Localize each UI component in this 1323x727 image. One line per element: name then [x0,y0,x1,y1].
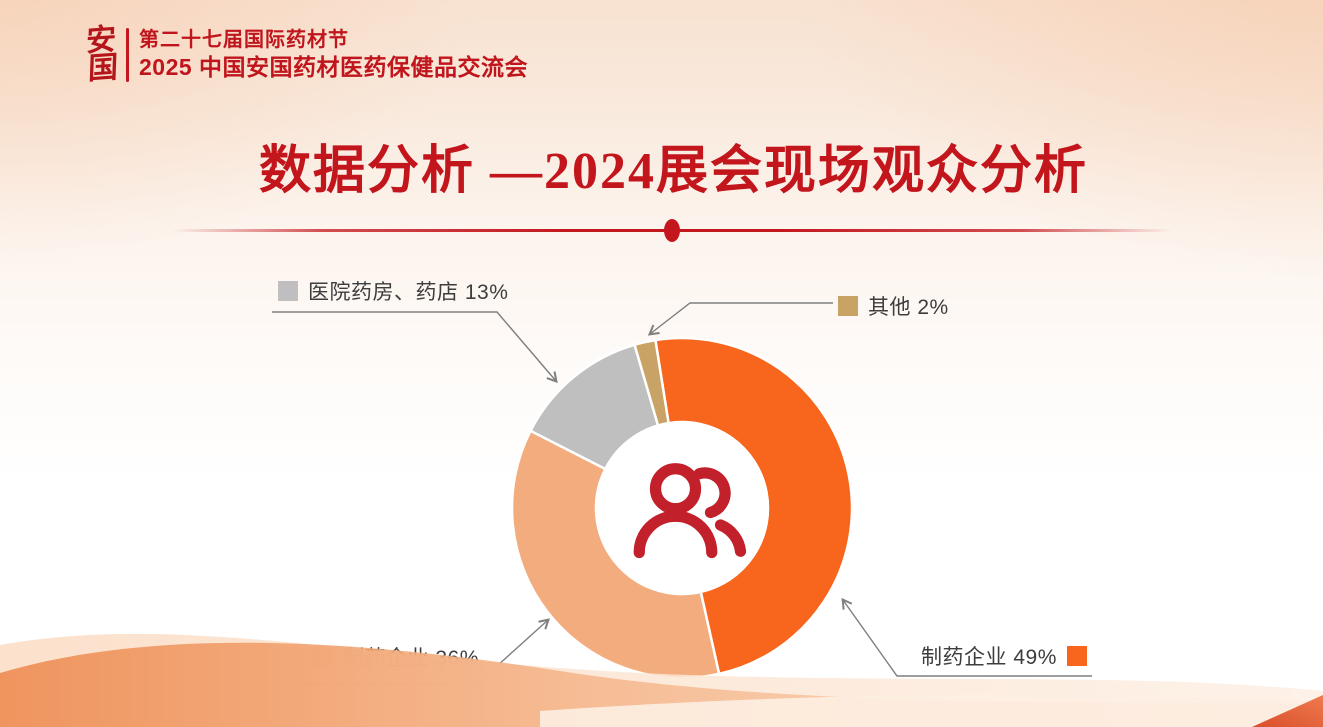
donut-slice-3-2pct [633,338,670,427]
front-person-head [649,463,702,515]
legend-item-hospital: 医院药房、药店 13% [278,276,508,306]
event-logo: 安 国 第二十七届国际药材节 2025 中国安国药材医药保健品交流会 [82,23,528,86]
seal-char-2: 国 [87,50,119,86]
page-title: 数据分析 —2024展会现场观众分析 [258,143,1088,200]
legend-label-pharma49: 制药企业 49% [921,646,1057,669]
logo-divider-line [126,27,129,82]
legend-swatch-other [838,296,858,316]
leader-line-other [647,302,833,336]
people-icon [633,463,747,559]
anguo-seal-logo: 安 国 [82,23,122,86]
bottom-wave-decoration [0,633,1323,727]
event-title-line1: 第二十七届国际药材节 [139,28,349,51]
back-person-head [693,467,731,519]
legend-swatch-pharma49 [1066,646,1087,666]
title-divider-dot [664,219,680,242]
legend-label-other: 其他 2% [868,296,949,319]
donut-slice-2-13pct [529,343,660,471]
wave-light-overlay [540,694,1323,727]
event-title-block: 第二十七届国际药材节 2025 中国安国药材医药保健品交流会 [139,28,528,82]
event-title-line2: 2025 中国安国药材医药保健品交流会 [139,53,529,80]
donut-center-hole [595,421,769,595]
legend-item-other: 其他 2% [838,291,949,321]
legend-swatch-hospital [278,281,298,301]
leader-line-hospital [272,311,558,384]
corner-wedge [1252,695,1323,727]
legend-item-pharma49: 制药企业 49% [921,641,1087,671]
back-person-shoulders [714,519,747,557]
legend-label-hospital: 医院药房、药店 13% [308,281,509,304]
front-person-shoulders [633,510,718,559]
